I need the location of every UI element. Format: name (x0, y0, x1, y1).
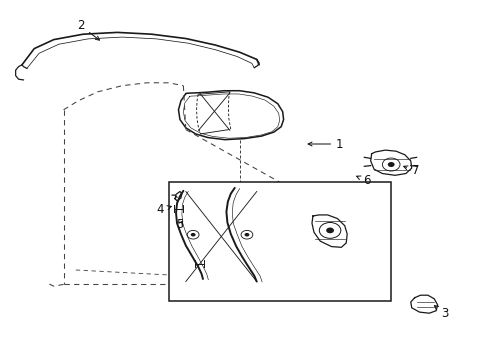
Circle shape (325, 228, 333, 233)
Text: 3: 3 (433, 306, 448, 320)
Circle shape (387, 162, 394, 167)
Circle shape (244, 233, 249, 237)
Text: 1: 1 (307, 138, 343, 150)
Text: 6: 6 (356, 174, 370, 187)
Text: 5: 5 (176, 219, 183, 231)
Bar (168, 182, 390, 301)
Text: 2: 2 (77, 19, 100, 40)
Text: 4: 4 (156, 203, 171, 216)
Circle shape (190, 233, 195, 237)
Text: 7: 7 (403, 165, 419, 177)
